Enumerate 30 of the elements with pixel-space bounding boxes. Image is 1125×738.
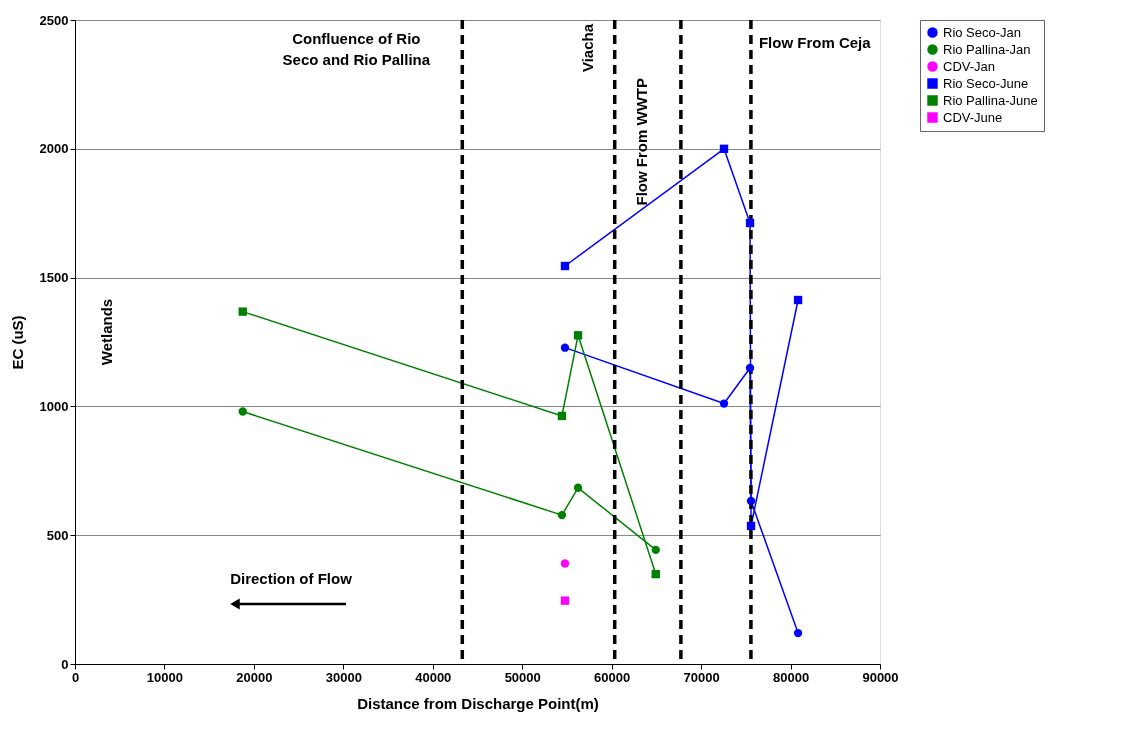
x-tick-label: 50000 xyxy=(504,669,541,685)
ref-line-label: Flow From WWTP xyxy=(632,78,650,206)
legend-label: Rio Seco-Jan xyxy=(943,24,1022,40)
x-tick-label: 80000 xyxy=(772,669,810,685)
x-tick-label: 40000 xyxy=(415,669,452,685)
ref-line-label: Viacha xyxy=(578,23,596,73)
ref-line-label: Confluence of Rio Seco and Rio Pallina xyxy=(282,30,431,68)
x-tick-label: 20000 xyxy=(236,669,273,685)
legend-label: CDV-June xyxy=(943,109,1003,125)
legend-label: Rio Pallina-June xyxy=(943,92,1038,108)
y-tick-label: 1500 xyxy=(39,270,69,286)
y-tick-label: 0 xyxy=(61,656,69,672)
x-tick-label: 10000 xyxy=(146,669,184,685)
y-tick-label: 1000 xyxy=(39,398,69,414)
y-tick-label: 2000 xyxy=(39,141,69,157)
x-tick-label: 70000 xyxy=(683,669,720,685)
x-tick-label: 30000 xyxy=(325,669,362,685)
y-tick-label: 2500 xyxy=(39,12,69,28)
y-tick-label: 500 xyxy=(46,527,69,543)
annotation: Direction of Flow xyxy=(230,570,353,587)
x-tick-label: 0 xyxy=(71,669,80,685)
legend-label: Rio Pallina-Jan xyxy=(943,41,1031,57)
annotation: Wetlands xyxy=(98,298,115,366)
legend-label: Rio Seco-June xyxy=(943,75,1029,91)
x-tick-label: 90000 xyxy=(862,669,899,685)
legend-label: CDV-Jan xyxy=(943,58,996,74)
y-axis-title: EC (uS) xyxy=(8,315,26,370)
x-tick-label: 60000 xyxy=(594,669,631,685)
x-axis-title: Distance from Discharge Point(m) xyxy=(357,694,599,712)
ref-line-label: Flow From Ceja xyxy=(758,34,872,51)
